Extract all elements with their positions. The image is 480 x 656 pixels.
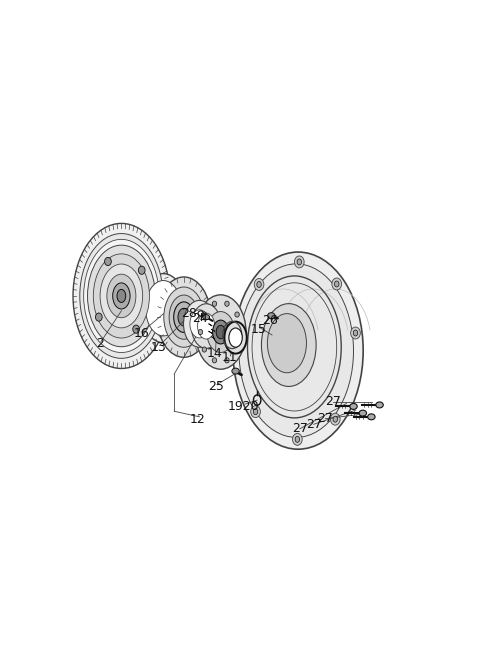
Text: 27: 27 [292,422,308,435]
Ellipse shape [202,347,206,352]
Ellipse shape [216,325,225,338]
Ellipse shape [235,312,240,317]
Ellipse shape [254,279,264,291]
Ellipse shape [233,252,363,449]
Ellipse shape [368,414,375,420]
Text: 26: 26 [262,314,278,327]
Ellipse shape [207,312,235,352]
Ellipse shape [113,283,130,309]
Ellipse shape [225,321,247,354]
Ellipse shape [257,281,261,287]
Ellipse shape [212,301,216,306]
Text: 27: 27 [325,396,341,409]
Ellipse shape [262,304,316,386]
Text: 16: 16 [133,327,149,340]
Ellipse shape [203,314,210,319]
Ellipse shape [335,281,339,287]
Ellipse shape [195,295,246,369]
Ellipse shape [198,329,203,335]
Ellipse shape [141,274,186,343]
Ellipse shape [359,410,367,416]
Ellipse shape [100,264,143,328]
Ellipse shape [183,300,216,347]
Ellipse shape [376,402,383,408]
Ellipse shape [267,314,306,373]
Ellipse shape [350,403,357,409]
Ellipse shape [192,304,221,348]
Text: 12: 12 [190,413,205,426]
Ellipse shape [267,313,275,319]
Ellipse shape [117,289,126,302]
Ellipse shape [169,295,199,339]
Ellipse shape [353,330,358,336]
Ellipse shape [212,358,216,363]
Text: 27: 27 [317,412,333,425]
Ellipse shape [332,278,342,290]
Ellipse shape [330,413,340,425]
Text: 11: 11 [222,351,238,364]
Ellipse shape [229,328,242,347]
Ellipse shape [93,254,149,338]
Ellipse shape [237,344,242,350]
Ellipse shape [235,341,244,353]
Ellipse shape [292,434,302,445]
Ellipse shape [239,264,353,438]
Ellipse shape [80,234,163,358]
Ellipse shape [73,224,170,369]
Ellipse shape [107,274,136,318]
Ellipse shape [96,313,102,321]
Ellipse shape [157,277,211,358]
Text: 25: 25 [208,380,224,393]
Ellipse shape [239,329,243,335]
Ellipse shape [105,257,111,266]
Ellipse shape [351,327,360,339]
Ellipse shape [87,245,155,347]
Ellipse shape [225,301,229,306]
Ellipse shape [202,312,206,317]
Text: 13: 13 [151,340,167,354]
Text: 2: 2 [96,337,104,350]
Text: 15: 15 [251,323,266,336]
Ellipse shape [190,310,209,338]
Ellipse shape [333,416,337,422]
Text: 14: 14 [207,347,223,360]
Ellipse shape [213,320,229,344]
Ellipse shape [251,405,260,418]
Ellipse shape [297,259,301,265]
Ellipse shape [235,347,240,352]
Ellipse shape [174,302,194,333]
Text: 24: 24 [192,312,208,325]
Ellipse shape [232,368,240,374]
Ellipse shape [294,256,304,268]
Text: 27: 27 [306,418,322,431]
Ellipse shape [198,313,215,339]
Ellipse shape [84,239,159,352]
Ellipse shape [253,409,258,415]
Ellipse shape [178,308,190,326]
Text: 1920: 1920 [228,400,260,413]
Ellipse shape [145,281,181,336]
Ellipse shape [225,358,229,363]
Text: 28: 28 [181,307,197,320]
Ellipse shape [133,325,140,333]
Ellipse shape [295,436,300,442]
Ellipse shape [164,287,204,347]
Ellipse shape [138,266,145,274]
